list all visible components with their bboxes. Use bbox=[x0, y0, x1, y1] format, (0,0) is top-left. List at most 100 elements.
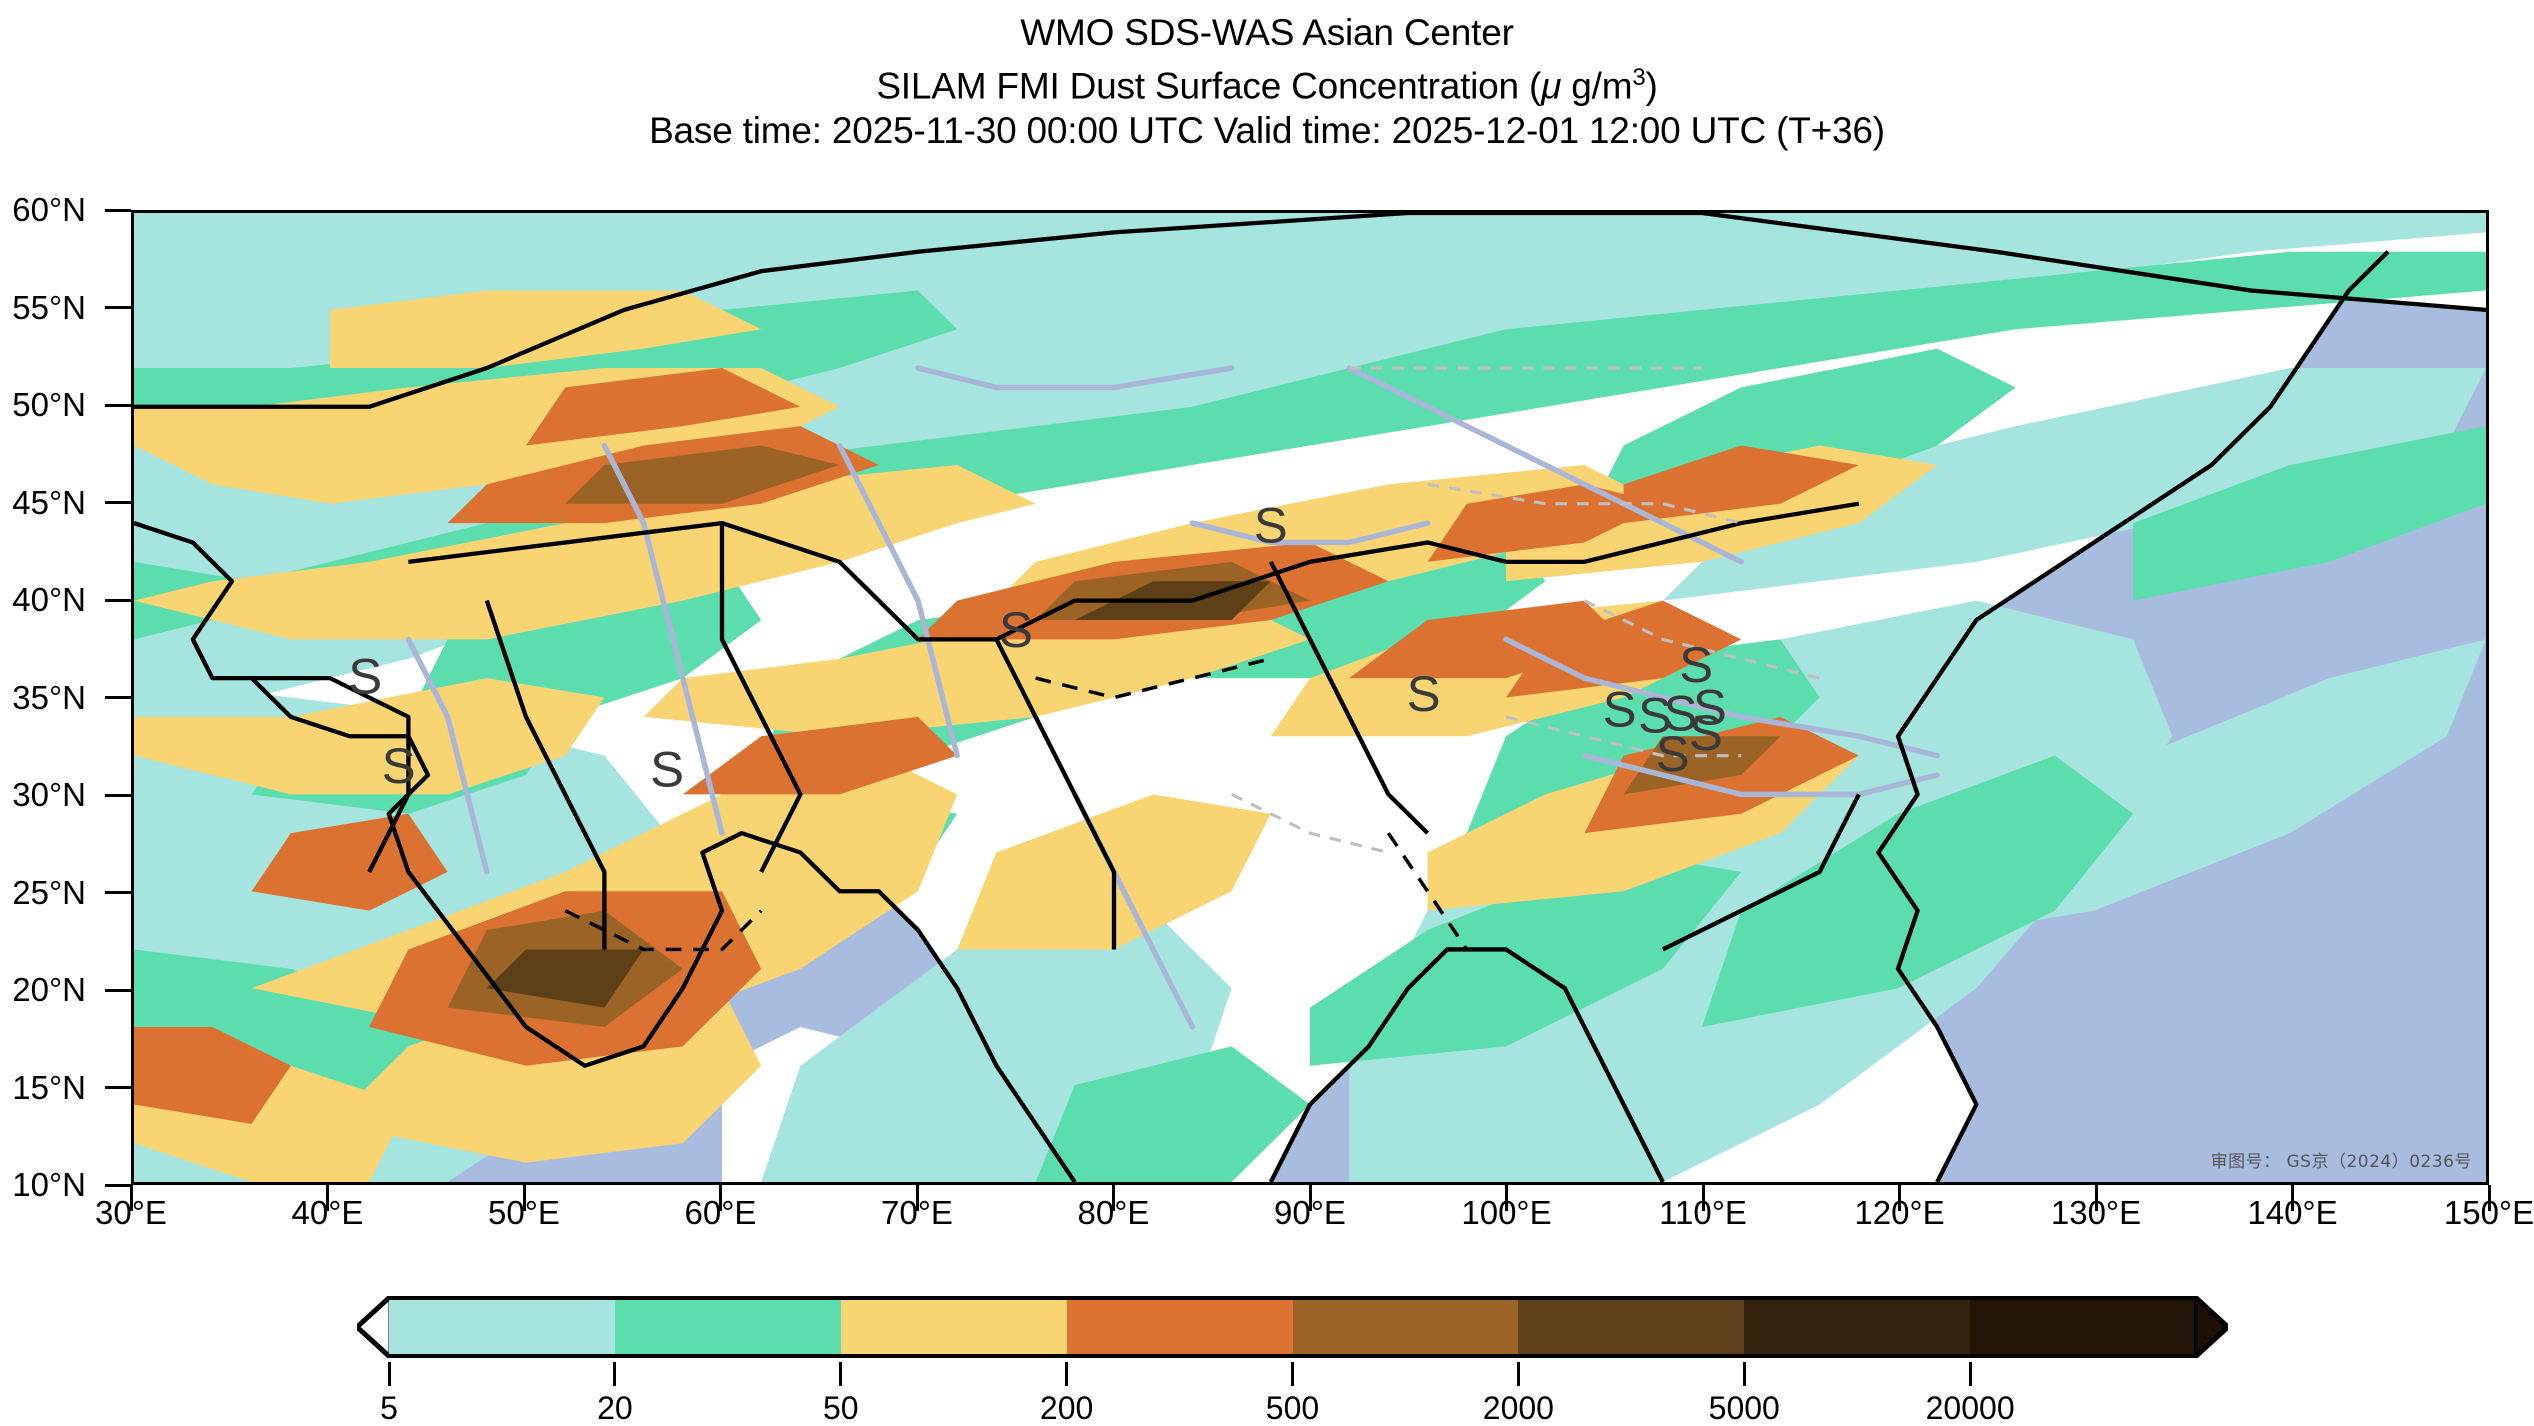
colorbar-band-0 bbox=[389, 1300, 615, 1354]
x-axis-tick bbox=[522, 1185, 526, 1211]
x-axis-label: 100°E bbox=[1461, 1194, 1552, 1231]
colorbar-tick bbox=[1291, 1362, 1294, 1386]
colorbar-band-4 bbox=[1292, 1300, 1519, 1354]
y-axis-label: 10°N bbox=[12, 1166, 86, 1203]
colorbar-under-arrow bbox=[357, 1296, 391, 1358]
colorbar-tick bbox=[387, 1362, 391, 1386]
colorbar-tick-label: 5 bbox=[380, 1390, 398, 1426]
x-axis-label: 80°E bbox=[1077, 1194, 1150, 1231]
x-axis-label: 130°E bbox=[2050, 1194, 2142, 1231]
y-axis-tick bbox=[105, 598, 131, 602]
svg-text:S: S bbox=[348, 648, 382, 705]
colorbar-tick-label: 20000 bbox=[1925, 1390, 2015, 1426]
colorbar-tick-label: 200 bbox=[1039, 1390, 1094, 1426]
y-axis-tick bbox=[105, 403, 131, 407]
colorbar-tick bbox=[1065, 1362, 1069, 1386]
x-axis-tick bbox=[1112, 1185, 1115, 1211]
colorbar-tick-label: 20 bbox=[597, 1390, 633, 1426]
svg-text:S: S bbox=[1638, 687, 1672, 744]
x-axis-label: 120°E bbox=[1854, 1194, 1945, 1231]
x-axis-tick bbox=[915, 1185, 919, 1211]
x-axis-label: 110°E bbox=[1659, 1194, 1747, 1231]
y-axis-tick bbox=[105, 891, 131, 894]
colorbar-band-6 bbox=[1744, 1300, 1971, 1354]
svg-text:S: S bbox=[382, 737, 416, 794]
y-axis-label: 60°N bbox=[12, 191, 86, 228]
svg-text:S: S bbox=[1689, 704, 1723, 761]
x-axis-tick bbox=[2094, 1185, 2098, 1211]
colorbar-tick bbox=[613, 1362, 617, 1386]
colorbar-band-5 bbox=[1518, 1300, 1745, 1354]
title-line-2-suffix: ) bbox=[1645, 65, 1658, 107]
svg-text:S: S bbox=[1603, 681, 1637, 738]
colorbar-tick bbox=[1968, 1362, 1972, 1386]
x-axis-tick bbox=[1308, 1185, 1312, 1211]
title-line-3-times: Base time: 2025-11-30 00:00 UTC Valid ti… bbox=[649, 110, 1885, 152]
x-axis-label: 60°E bbox=[684, 1194, 757, 1231]
x-axis-tick bbox=[129, 1185, 133, 1211]
x-axis-label: 30°E bbox=[95, 1194, 167, 1231]
colorbar[interactable] bbox=[357, 1296, 2228, 1358]
svg-text:S: S bbox=[999, 601, 1033, 658]
y-axis-tick bbox=[105, 793, 131, 797]
x-axis-tick bbox=[719, 1185, 722, 1211]
colorbar-tick bbox=[839, 1362, 843, 1386]
colorbar-band-1 bbox=[614, 1300, 841, 1354]
dust-concentration-map: S S S S S S S S S S S S S bbox=[134, 213, 2486, 1182]
svg-text:S: S bbox=[650, 741, 684, 798]
x-axis-tick bbox=[326, 1185, 329, 1211]
x-axis-tick bbox=[1701, 1185, 1705, 1211]
x-axis-tick bbox=[1505, 1185, 1508, 1211]
y-axis-label: 30°N bbox=[12, 776, 86, 813]
x-axis-label: 90°E bbox=[1274, 1194, 1346, 1231]
y-axis-label: 20°N bbox=[12, 971, 86, 1008]
y-axis-label: 45°N bbox=[12, 483, 86, 521]
y-axis-tick bbox=[105, 501, 131, 504]
colorbar-tick bbox=[1742, 1362, 1746, 1386]
colorbar-band-7 bbox=[1970, 1300, 2196, 1354]
y-axis-tick bbox=[105, 988, 131, 992]
title-line-2-prefix: SILAM FMI Dust Surface Concentration ( bbox=[876, 65, 1542, 107]
x-axis-label: 40°E bbox=[291, 1194, 364, 1231]
chart-title-block: WMO SDS-WAS Asian Center SILAM FMI Dust … bbox=[0, 10, 2534, 153]
colorbar-band-3 bbox=[1066, 1300, 1293, 1354]
colorbar-band-2 bbox=[840, 1300, 1067, 1354]
y-axis-tick bbox=[105, 696, 131, 699]
colorbar-tick-label: 5000 bbox=[1708, 1390, 1780, 1426]
svg-text:S: S bbox=[1656, 725, 1690, 782]
x-axis-tick bbox=[2487, 1185, 2491, 1211]
x-axis-label: 70°E bbox=[881, 1194, 953, 1231]
svg-text:S: S bbox=[1254, 497, 1288, 554]
x-axis-label: 150°E bbox=[2443, 1194, 2534, 1231]
y-axis-tick bbox=[105, 1086, 131, 1089]
colorbar-tick-label: 50 bbox=[822, 1390, 859, 1426]
y-axis-label: 25°N bbox=[12, 873, 86, 911]
title-mu-symbol: μ bbox=[1541, 65, 1562, 107]
map-approval-watermark: 审图号： GS京（2024）0236号 bbox=[2210, 1152, 2472, 1172]
y-axis-tick bbox=[105, 208, 131, 212]
svg-text:S: S bbox=[1679, 636, 1713, 693]
dust-storm-markers: S S S S S S S S S S S S S bbox=[348, 497, 1727, 798]
svg-text:S: S bbox=[1663, 685, 1697, 742]
x-axis-tick bbox=[1898, 1185, 1901, 1211]
y-axis-tick bbox=[105, 1183, 131, 1187]
svg-text:S: S bbox=[1407, 665, 1441, 722]
title-unit-exponent: 3 bbox=[1632, 64, 1646, 91]
y-axis-label: 55°N bbox=[12, 288, 86, 326]
title-line-2: SILAM FMI Dust Surface Concentration (μ … bbox=[0, 55, 2534, 108]
title-unit: g/m bbox=[1561, 65, 1633, 107]
colorbar-over-arrow bbox=[2194, 1296, 2228, 1358]
colorbar-tick-label: 2000 bbox=[1482, 1390, 1554, 1426]
title-line-1: WMO SDS-WAS Asian Center bbox=[1020, 12, 1514, 53]
x-axis-label: 140°E bbox=[2247, 1194, 2338, 1231]
svg-text:S: S bbox=[1693, 679, 1727, 736]
y-axis-label: 50°N bbox=[12, 386, 86, 423]
colorbar-bands bbox=[389, 1296, 2196, 1358]
x-axis-label: 50°E bbox=[488, 1194, 560, 1231]
y-axis-tick bbox=[105, 306, 131, 309]
colorbar-tick-label: 500 bbox=[1265, 1390, 1320, 1426]
map-plot-area[interactable]: S S S S S S S S S S S S S 审图号： GS京（2024）… bbox=[131, 210, 2489, 1185]
colorbar-tick bbox=[1516, 1362, 1520, 1386]
x-axis-tick bbox=[2291, 1185, 2294, 1211]
y-axis-label: 15°N bbox=[12, 1068, 86, 1106]
